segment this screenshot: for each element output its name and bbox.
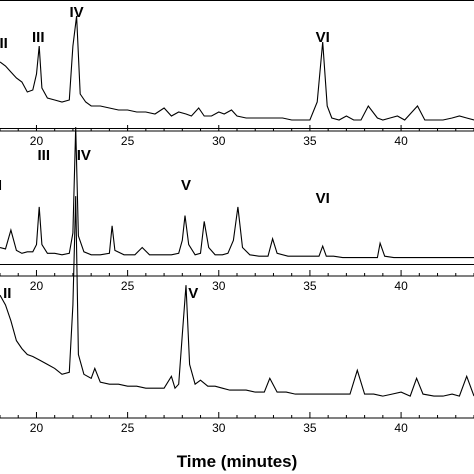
x-tick-label: 25 (121, 134, 135, 148)
chromatogram-trace (0, 15, 474, 121)
x-tick-label: 20 (30, 421, 44, 435)
x-tick-label: 35 (303, 421, 317, 435)
x-tick-label: 40 (394, 279, 408, 293)
peak-label-ii: II (3, 285, 11, 302)
peak-label-v: V (188, 285, 198, 302)
x-tick-label: 40 (394, 134, 408, 148)
peak-label-iv: IV (77, 147, 91, 164)
peak-label-ii: II (0, 35, 8, 52)
x-tick-label: 25 (121, 421, 135, 435)
peak-label-iii: III (32, 29, 45, 46)
x-tick-label: 30 (212, 421, 226, 435)
x-tick-label: 30 (212, 134, 226, 148)
chromatogram-panel-3: 20 25 30 35 40 II V (0, 196, 474, 435)
chromatogram-trace (0, 127, 474, 259)
chromatogram-panel-2: 2025303540IIIIIVVVI (0, 127, 474, 293)
x-tick-label: 25 (121, 279, 135, 293)
peak-label-iv: IV (69, 4, 83, 21)
chromatogram-panels: 2025303540IIIIIIVVI2025303540IIIIIVVVI20… (0, 0, 474, 435)
x-axis-label: Time (minutes) (177, 452, 298, 471)
x-tick-label: 30 (212, 279, 226, 293)
x-tick-label: 40 (394, 421, 408, 435)
peak-label-iii: III (37, 147, 50, 164)
x-tick-label: 20 (30, 279, 44, 293)
x-tick-label: 35 (303, 134, 317, 148)
chromatogram-trace (0, 196, 474, 397)
x-tick-label: 20 (30, 134, 44, 148)
peak-label-i: I (0, 177, 2, 194)
x-tick-label: 35 (303, 279, 317, 293)
peak-label-vi: VI (316, 29, 330, 46)
peak-label-v: V (181, 177, 191, 194)
peak-label-vi: VI (316, 190, 330, 207)
